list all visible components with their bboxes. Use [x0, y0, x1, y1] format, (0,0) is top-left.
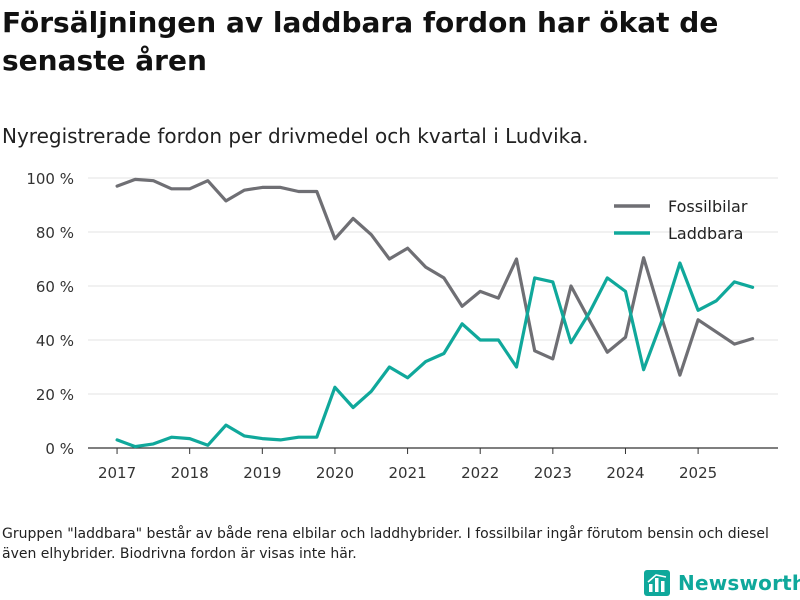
x-tick-label: 2018 — [171, 464, 209, 482]
chart-legend: Fossilbilar Laddbara — [614, 197, 748, 243]
x-tick-label: 2019 — [243, 464, 281, 482]
y-tick-label: 20 % — [36, 386, 74, 404]
chart-grid — [88, 177, 778, 449]
brand-logo: Newsworthy — [644, 570, 800, 596]
chart-subtitle: Nyregistrerade fordon per drivmedel och … — [2, 124, 589, 148]
x-tick-label: 2020 — [316, 464, 354, 482]
x-tick-label: 2024 — [606, 464, 644, 482]
x-tick-label: 2021 — [388, 464, 426, 482]
legend-label: Fossilbilar — [668, 197, 748, 216]
y-tick-label: 80 % — [36, 224, 74, 242]
brand-name: Newsworthy — [678, 571, 800, 595]
bar-chart-logo-icon — [644, 570, 670, 596]
series-line-laddbara — [115, 261, 755, 449]
x-tick-label: 2022 — [461, 464, 499, 482]
legend-label: Laddbara — [668, 224, 743, 243]
x-tick-label: 2017 — [98, 464, 136, 482]
y-tick-label: 0 % — [45, 440, 74, 458]
y-tick-label: 60 % — [36, 278, 74, 296]
x-tick-label: 2025 — [679, 464, 717, 482]
y-axis-ticks: 0 % 20 % 40 % 60 % 80 % 100 % — [26, 170, 74, 458]
page-title: Försäljningen av laddbara fordon har öka… — [2, 6, 719, 77]
footnote: Gruppen "laddbara" består av både rena e… — [2, 526, 769, 562]
x-tick-label: 2023 — [534, 464, 572, 482]
line-chart: 0 % 20 % 40 % 60 % 80 % 100 % 2017 2018 2019 202… — [26, 170, 778, 482]
x-axis: 2017 2018 2019 2020 2021 2022 2023 2024 2025 — [98, 448, 717, 482]
y-tick-label: 100 % — [26, 170, 74, 188]
y-tick-label: 40 % — [36, 332, 74, 350]
series-line-fossilbilar — [115, 177, 755, 377]
series-lines — [115, 177, 755, 449]
